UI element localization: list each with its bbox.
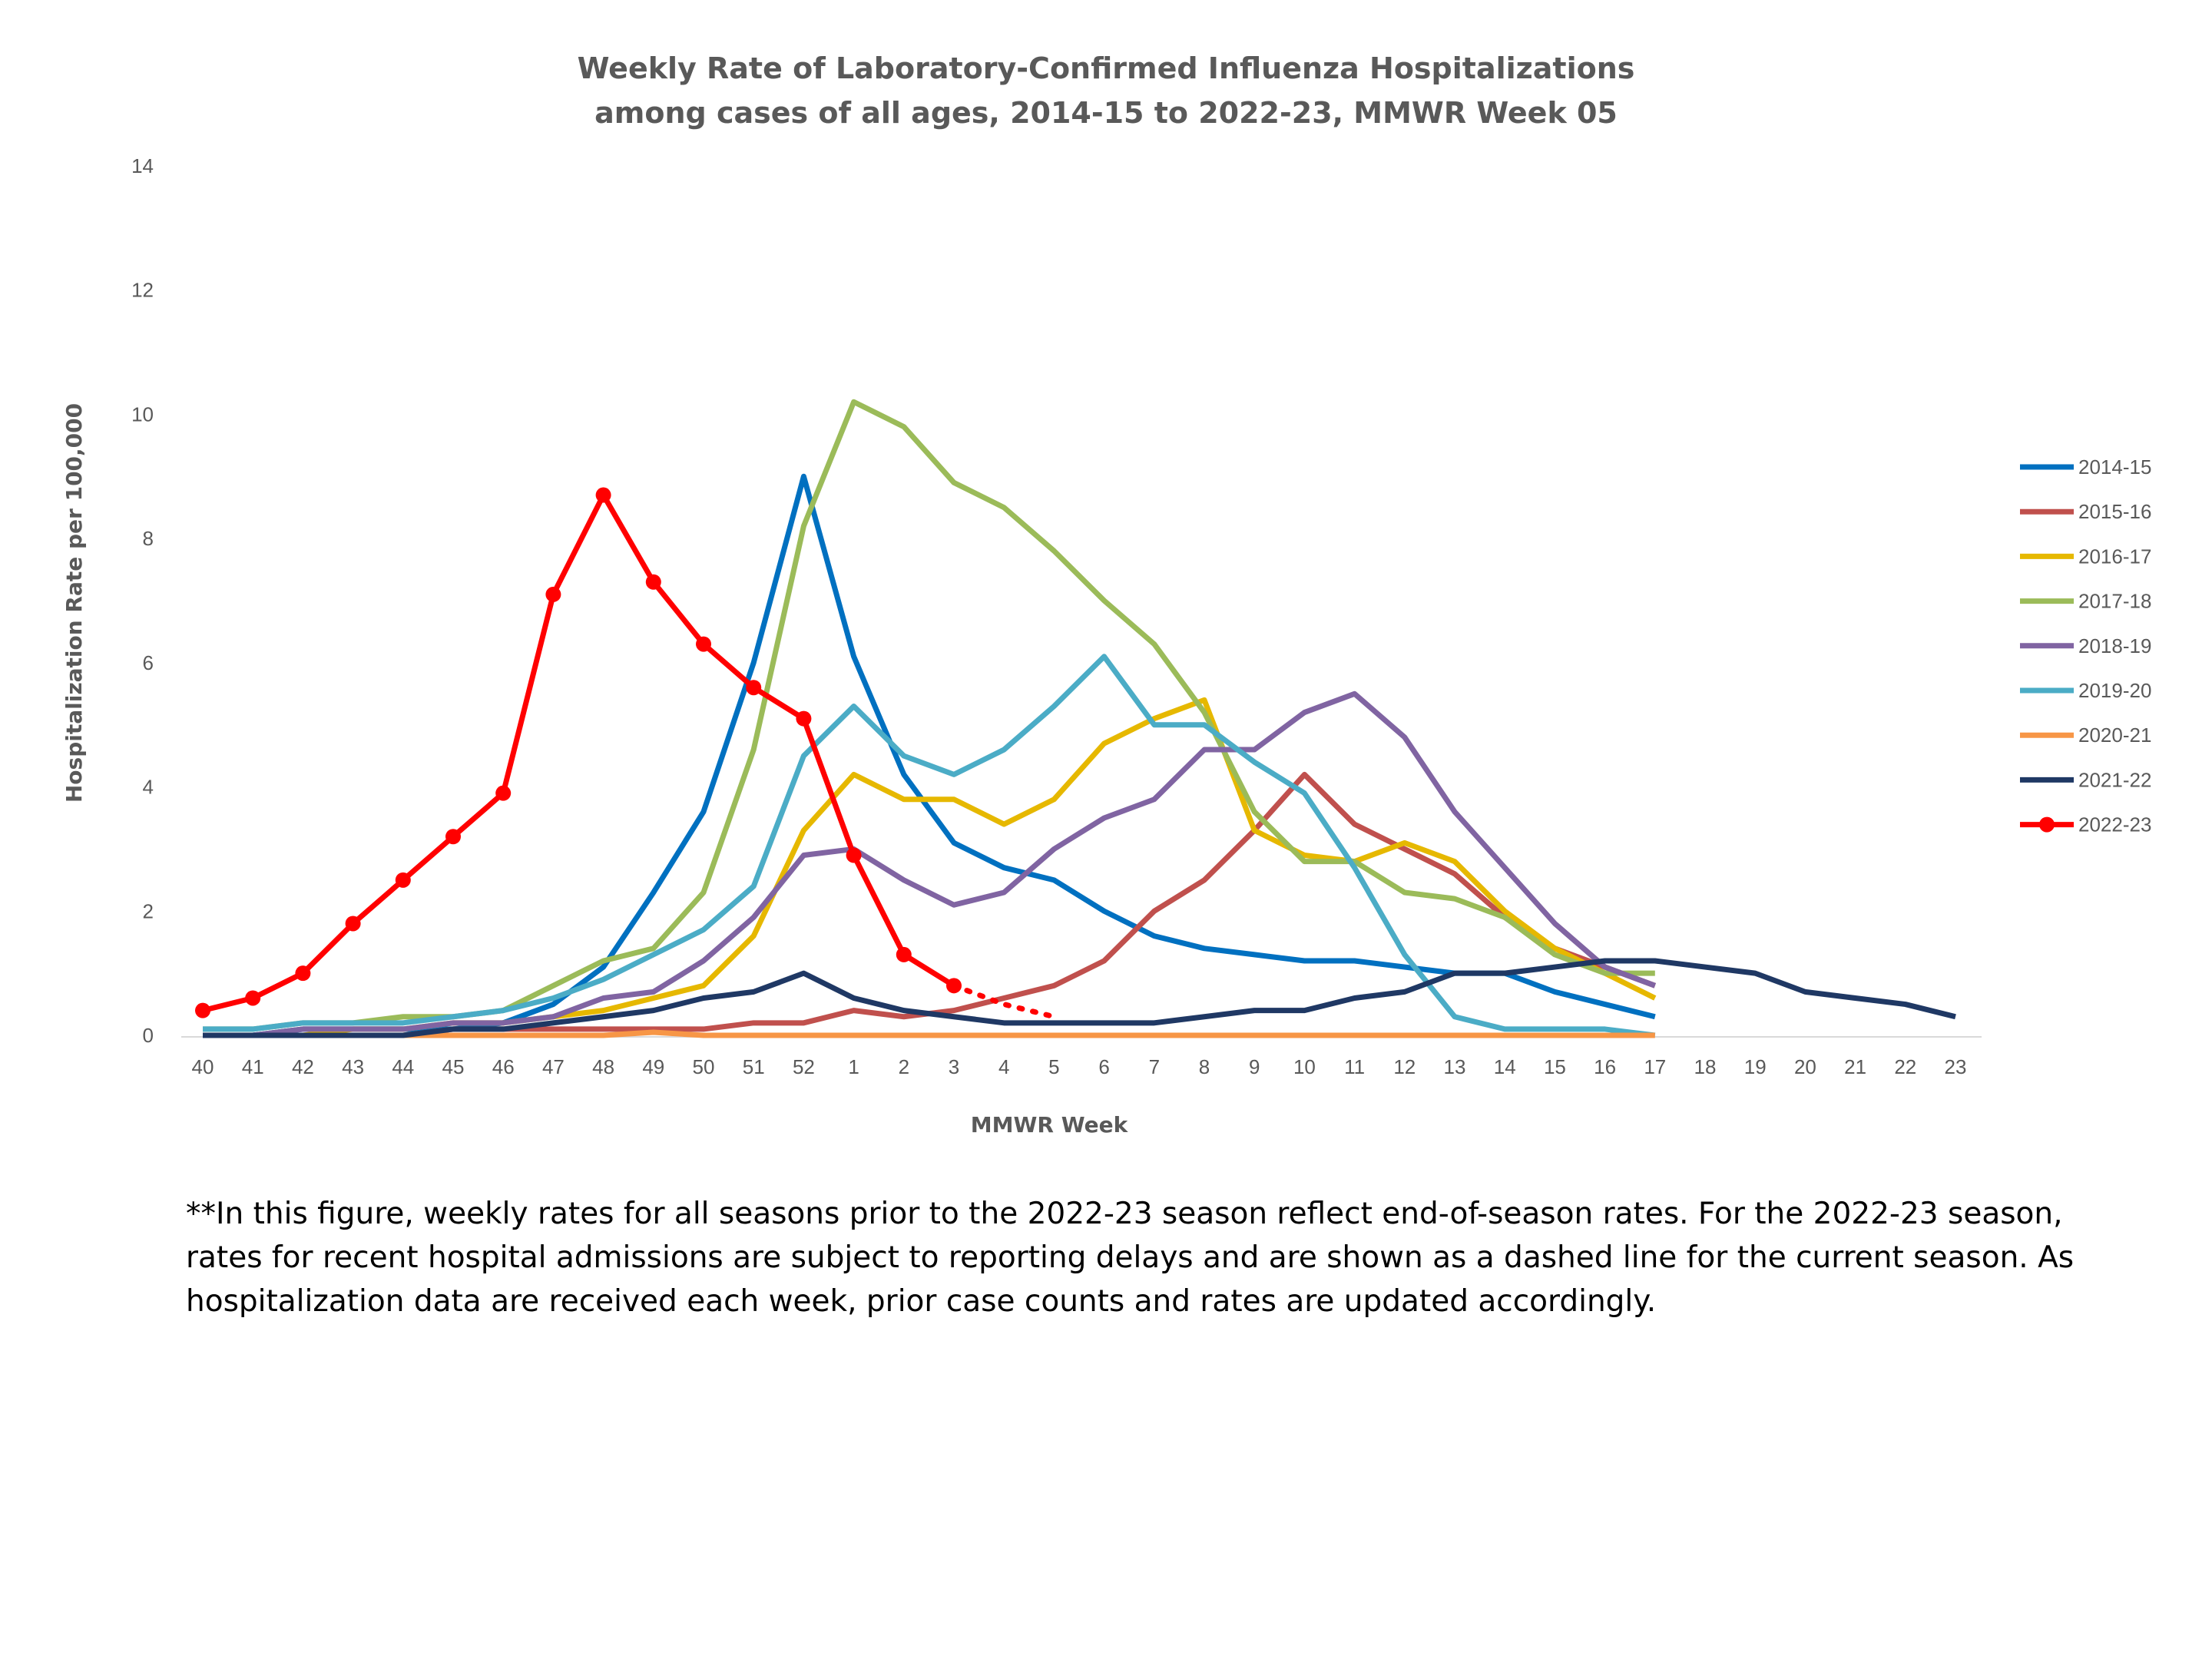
data-point-2022-23 bbox=[796, 710, 812, 727]
y-tick-label: 12 bbox=[131, 279, 154, 302]
series-dashed-line-2022-23 bbox=[951, 982, 1057, 1020]
legend-label: 2015-16 bbox=[2078, 500, 2151, 523]
x-tick-label: 47 bbox=[542, 1055, 565, 1078]
data-point-2022-23 bbox=[345, 916, 361, 932]
x-tick-label: 1 bbox=[848, 1055, 859, 1078]
legend-label: 2014-15 bbox=[2078, 455, 2151, 478]
x-tick-label: 40 bbox=[192, 1055, 214, 1078]
series-line-2018-19 bbox=[203, 690, 1657, 1038]
data-point-2022-23 bbox=[395, 872, 411, 888]
y-tick-label: 2 bbox=[143, 899, 154, 922]
y-axis-ticks: 0 2 4 6 8 10 12 14 bbox=[131, 154, 154, 1047]
x-tick-label: 44 bbox=[392, 1055, 414, 1078]
x-tick-label: 46 bbox=[492, 1055, 515, 1078]
x-tick-label: 21 bbox=[1844, 1055, 1866, 1078]
x-tick-label: 14 bbox=[1494, 1055, 1516, 1078]
x-tick-label: 18 bbox=[1694, 1055, 1717, 1078]
y-tick-label: 4 bbox=[143, 776, 154, 799]
data-point-2022-23 bbox=[595, 487, 611, 503]
y-axis-label: Hospitalization Rate per 100,000 bbox=[61, 403, 87, 803]
x-tick-label: 10 bbox=[1293, 1055, 1316, 1078]
data-point-2022-23 bbox=[295, 965, 311, 982]
legend-item-2021-22: 2021-22 bbox=[2020, 768, 2151, 791]
x-tick-label: 8 bbox=[1199, 1055, 1210, 1078]
x-tick-label: 16 bbox=[1594, 1055, 1616, 1078]
x-tick-label: 11 bbox=[1344, 1055, 1365, 1078]
legend-item-2020-21: 2020-21 bbox=[2020, 724, 2151, 747]
data-point-2022-23 bbox=[946, 978, 962, 994]
series-line-2022-23 bbox=[202, 492, 955, 1014]
legend-label: 2021-22 bbox=[2078, 768, 2151, 791]
data-point-2022-23 bbox=[645, 574, 661, 590]
series-line-2014-15 bbox=[203, 473, 1656, 1038]
series-line-2020-21 bbox=[203, 1029, 1655, 1038]
data-point-2022-23 bbox=[896, 946, 912, 962]
x-tick-label: 4 bbox=[998, 1055, 1009, 1078]
x-tick-label: 43 bbox=[342, 1055, 364, 1078]
data-point-2022-23 bbox=[746, 680, 762, 696]
x-tick-label: 48 bbox=[592, 1055, 614, 1078]
data-point-2022-23 bbox=[545, 586, 561, 602]
data-point-2022-23 bbox=[495, 785, 512, 801]
legend-item-2022-23: 2022-23 bbox=[2020, 813, 2151, 836]
series-line-2019-20 bbox=[203, 654, 1656, 1038]
x-tick-label: 2 bbox=[899, 1055, 909, 1078]
x-tick-label: 50 bbox=[693, 1055, 715, 1078]
x-tick-label: 6 bbox=[1098, 1055, 1109, 1078]
x-tick-label: 15 bbox=[1544, 1055, 1566, 1078]
legend-item-2019-20: 2019-20 bbox=[2020, 679, 2151, 702]
y-tick-label: 10 bbox=[131, 402, 154, 426]
x-tick-label: 45 bbox=[442, 1055, 465, 1078]
x-tick-label: 51 bbox=[743, 1055, 765, 1078]
data-point-2022-23 bbox=[445, 829, 461, 845]
x-tick-label: 9 bbox=[1249, 1055, 1260, 1078]
legend-label: 2018-19 bbox=[2078, 634, 2151, 657]
x-tick-label: 7 bbox=[1149, 1055, 1160, 1078]
legend-label: 2020-21 bbox=[2078, 724, 2151, 747]
data-point-2022-23 bbox=[696, 636, 711, 652]
legend-item-2017-18: 2017-18 bbox=[2020, 590, 2151, 613]
x-axis-ticks: 40 41 42 43 44 45 46 47 48 49 50 51 52 1 2 3 4 5 6 7 8 9 10 11 1… bbox=[192, 1055, 1967, 1078]
x-tick-label: 5 bbox=[1048, 1055, 1059, 1078]
data-point-2022-23 bbox=[245, 990, 261, 1006]
x-tick-label: 20 bbox=[1794, 1055, 1816, 1078]
series-line-2021-22 bbox=[203, 958, 1956, 1038]
footnote: **In this figure, weekly rates for all s… bbox=[186, 1197, 2075, 1319]
legend-marker bbox=[2039, 816, 2055, 833]
legend-item-2015-16: 2015-16 bbox=[2020, 500, 2151, 523]
x-tick-label: 23 bbox=[1945, 1055, 1967, 1078]
legend-item-2014-15: 2014-15 bbox=[2020, 455, 2151, 478]
x-tick-label: 19 bbox=[1744, 1055, 1767, 1078]
x-tick-label: 52 bbox=[793, 1055, 815, 1078]
legend-label: 2022-23 bbox=[2078, 813, 2151, 836]
y-tick-label: 0 bbox=[143, 1024, 154, 1047]
series-lines bbox=[195, 399, 1956, 1038]
series-line-2017-18 bbox=[203, 399, 1655, 1032]
y-tick-label: 14 bbox=[131, 154, 154, 177]
x-axis-label: MMWR Week bbox=[971, 1112, 1129, 1137]
x-tick-label: 17 bbox=[1644, 1055, 1666, 1078]
legend: 2014-15 2015-16 2016-17 2017-18 2018-19 2019-… bbox=[2020, 455, 2151, 836]
legend-label: 2017-18 bbox=[2078, 590, 2151, 613]
x-tick-label: 12 bbox=[1393, 1055, 1416, 1078]
data-point-2022-23 bbox=[846, 847, 862, 863]
x-tick-label: 49 bbox=[642, 1055, 664, 1078]
y-tick-label: 6 bbox=[143, 651, 154, 674]
legend-label: 2019-20 bbox=[2078, 679, 2151, 702]
legend-item-2016-17: 2016-17 bbox=[2020, 545, 2151, 568]
chart-title-line-1: Weekly Rate of Laboratory-Confirmed Infl… bbox=[578, 51, 1635, 85]
x-tick-label: 22 bbox=[1894, 1055, 1916, 1078]
legend-item-2018-19: 2018-19 bbox=[2020, 634, 2151, 657]
x-tick-label: 41 bbox=[242, 1055, 264, 1078]
x-tick-label: 13 bbox=[1444, 1055, 1466, 1078]
x-tick-label: 3 bbox=[949, 1055, 959, 1078]
chart-title-line-2: among cases of all ages, 2014-15 to 2022… bbox=[594, 96, 1618, 130]
data-point-2022-23 bbox=[195, 1002, 210, 1018]
y-tick-label: 8 bbox=[143, 527, 154, 550]
x-tick-label: 42 bbox=[292, 1055, 314, 1078]
legend-label: 2016-17 bbox=[2078, 545, 2151, 568]
